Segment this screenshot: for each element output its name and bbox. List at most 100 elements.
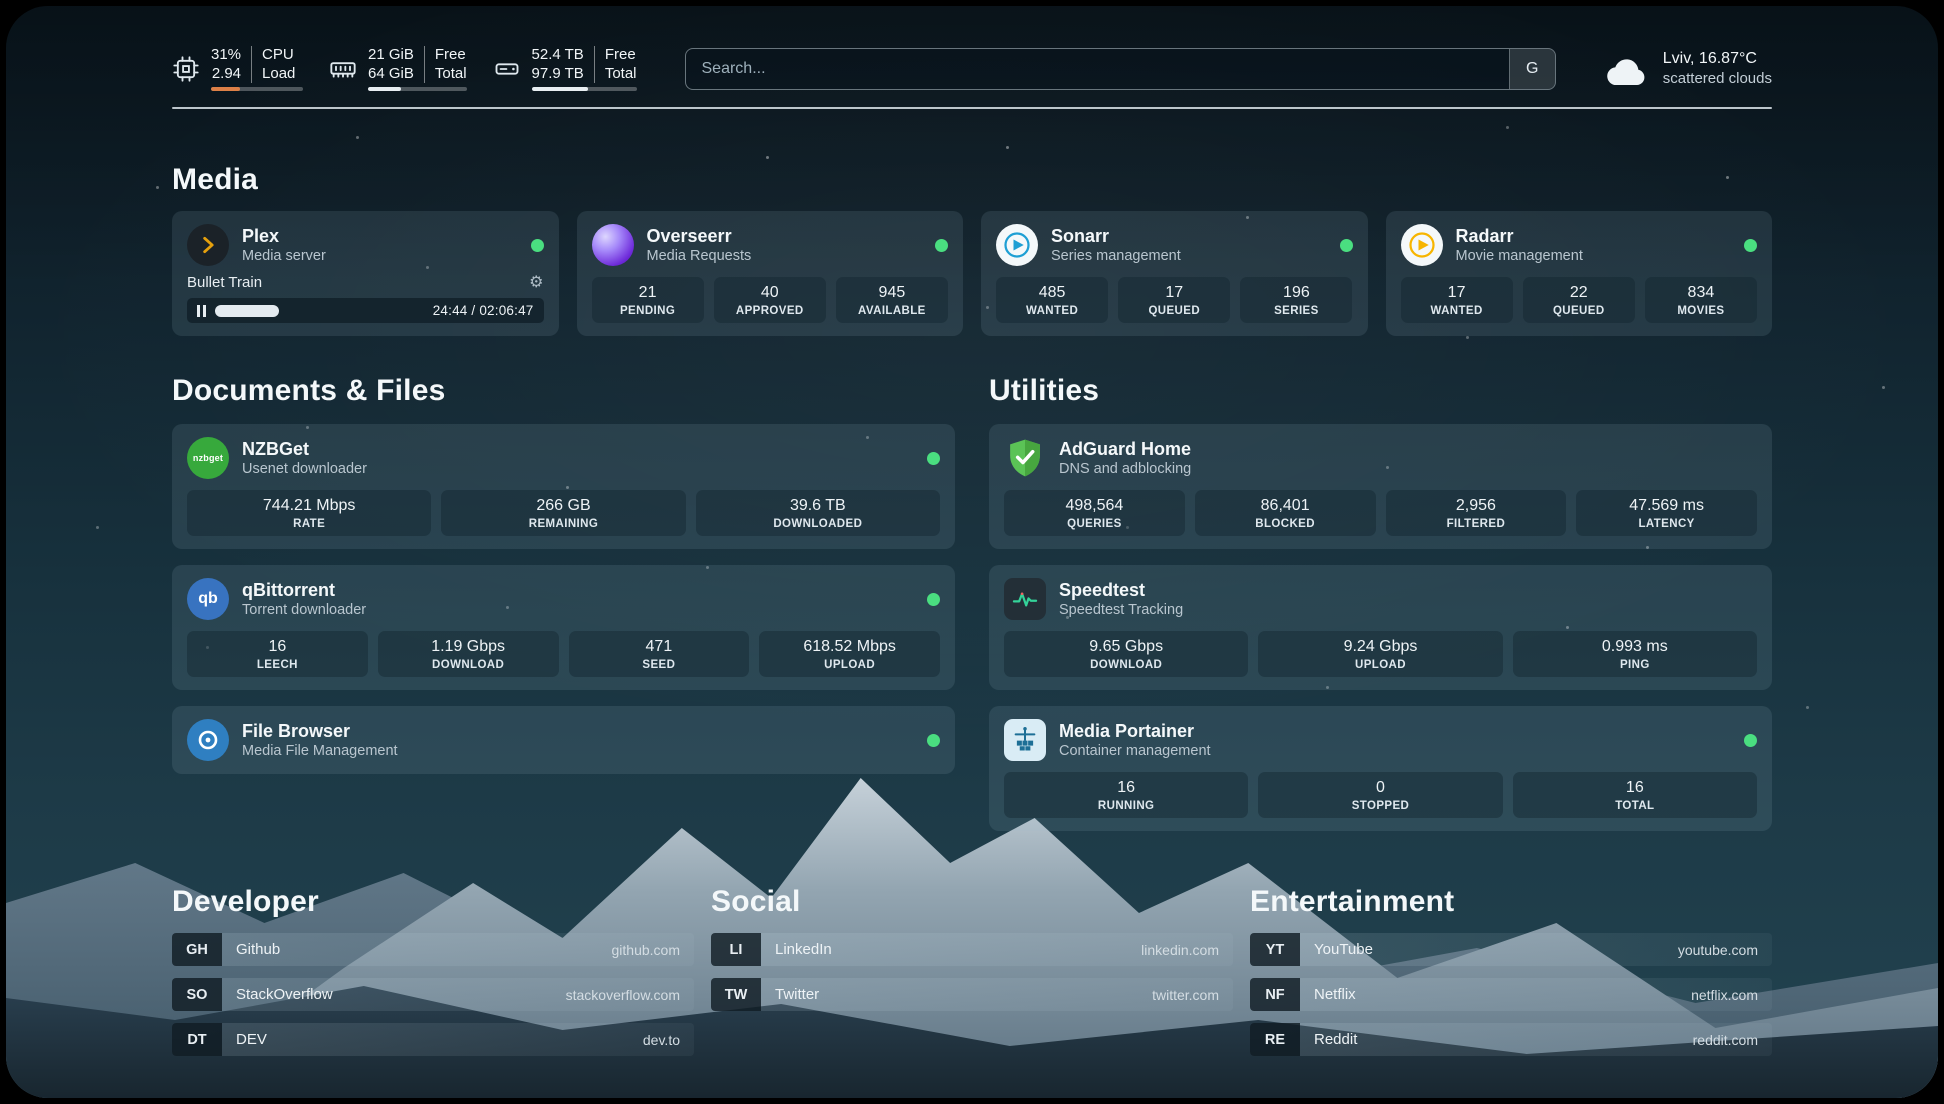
stat-queued: 17 QUEUED [1118,277,1231,323]
status-dot-online [530,238,544,252]
service-desc: Container management [1059,742,1211,759]
service-name: Speedtest [1059,579,1146,600]
stat-filtered: 2,956 FILTERED [1385,490,1567,536]
bookmark-linkedin[interactable]: LI LinkedIn linkedin.com [711,933,1233,966]
bookmark-url: twitter.com [1152,986,1219,1003]
mountain-background [6,668,1938,1098]
stat-approved: 40 APPROVED [713,277,826,323]
bookmark-dev[interactable]: DT DEV dev.to [172,1023,694,1056]
service-card-radarr[interactable]: Radarr Movie management 17 WANTED 22 QUE… [1385,211,1772,336]
bookmark-abbr: YT [1250,933,1300,966]
disk-progress-fill [531,87,589,91]
disk-total-label: Total [604,64,637,82]
service-card-speedtest[interactable]: Speedtest Speedtest Tracking 9.65 Gbps D… [989,565,1772,690]
bookmark-abbr: RE [1250,1023,1300,1056]
service-card-portainer[interactable]: Media Portainer Container management 16 … [989,706,1772,831]
stat-available: 945 AVAILABLE [835,277,948,323]
disk-progress-track [531,87,637,91]
search-bar: G [684,47,1556,90]
stat-download: 9.65 Gbps DOWNLOAD [1004,631,1249,677]
search-input[interactable] [685,48,1509,89]
service-card-sonarr[interactable]: Sonarr Series management 485 WANTED 17 Q… [981,211,1368,336]
media-card-row: Plex Media server Bullet Train ⚙ 24:44 /… [172,211,1772,336]
memory-free-label: Free [434,46,466,63]
plex-icon [187,224,229,266]
status-dot-online [927,592,940,606]
stat-rate: 744.21 Mbps RATE [187,490,432,536]
stat-seed: 471 SEED [568,631,750,677]
adguard-shield-icon [1004,437,1046,479]
status-dot-online [927,733,940,747]
bookmark-abbr: SO [172,978,222,1011]
service-desc: DNS and adblocking [1059,460,1192,477]
weather-condition: scattered clouds [1662,69,1772,87]
disk-free-label: Free [604,46,636,63]
stat-upload: 9.24 Gbps UPLOAD [1258,631,1503,677]
service-desc: Speedtest Tracking [1059,601,1184,618]
bookmark-url: netflix.com [1691,986,1758,1003]
service-name: Overseerr [646,225,732,246]
bookmark-url: github.com [611,941,680,958]
bookmark-group-entertainment: Entertainment YT YouTube youtube.com NF … [1250,885,1772,1056]
service-card-qbittorrent[interactable]: qb qBittorrent Torrent downloader 16 LEE… [172,565,955,690]
cpu-load-value: 2.94 [211,64,242,82]
memory-total-label: Total [434,64,467,82]
status-dot-online [927,451,940,465]
plex-playback-bar[interactable]: 24:44 / 02:06:47 [187,298,544,323]
stat-stopped: 0 STOPPED [1258,772,1503,818]
service-card-adguard[interactable]: AdGuard Home DNS and adblocking 498,564 … [989,424,1772,549]
status-dot-online [935,238,948,252]
bookmark-name: YouTube [1314,941,1373,958]
bookmark-youtube[interactable]: YT YouTube youtube.com [1250,933,1772,966]
stat-movies: 834 MOVIES [1644,277,1757,323]
cpu-percent-value: 31% [211,46,242,63]
service-card-plex[interactable]: Plex Media server Bullet Train ⚙ 24:44 /… [172,211,559,336]
service-desc: Movie management [1455,247,1583,264]
bookmark-github[interactable]: GH Github github.com [172,933,694,966]
sonarr-icon [996,224,1038,266]
stat-leech: 16 LEECH [187,631,368,677]
memory-progress-track [368,87,467,91]
bookmark-name: LinkedIn [775,941,832,958]
bookmark-netflix[interactable]: NF Netflix netflix.com [1250,978,1772,1011]
bookmark-group-developer: Developer GH Github github.com SO StackO… [172,885,694,1056]
weather-location: Lviv, 16.87°C [1662,49,1757,67]
bookmark-stackoverflow[interactable]: SO StackOverflow stackoverflow.com [172,978,694,1011]
top-bar: 31% 2.94 CPU Load [172,6,1772,91]
stat-blocked: 86,401 BLOCKED [1194,490,1376,536]
now-playing-title: Bullet Train [187,274,263,291]
service-name: Radarr [1455,225,1514,246]
cpu-label: CPU [262,46,294,63]
overseerr-icon [591,224,634,266]
pause-icon[interactable] [197,304,206,317]
cpu-load-label: Load [262,64,296,82]
service-card-nzbget[interactable]: nzbget NZBGet Usenet downloader 744.21 M… [172,424,955,549]
documents-column: Documents & Files nzbget NZBGet Usenet d… [172,374,955,774]
stat-queries: 498,564 QUERIES [1004,490,1185,536]
bookmark-url: reddit.com [1692,1031,1758,1048]
memory-widget: 21 GiB 64 GiB Free Total [329,46,467,91]
nzbget-icon: nzbget [187,437,229,479]
gear-icon[interactable]: ⚙ [529,273,544,291]
bookmark-name: StackOverflow [236,986,333,1003]
stat-running: 16 RUNNING [1004,772,1249,818]
section-title-developer: Developer [172,885,319,918]
service-desc: Torrent downloader [242,601,367,618]
filebrowser-icon [187,719,229,761]
search-provider-button[interactable]: G [1508,48,1555,89]
bookmark-name: Reddit [1314,1031,1358,1048]
service-name: Plex [242,225,280,246]
bookmark-group-social: Social LI LinkedIn linkedin.com TW Twitt… [711,885,1233,1056]
service-card-filebrowser[interactable]: File Browser Media File Management [172,706,955,774]
cpu-widget: 31% 2.94 CPU Load [172,46,303,91]
bookmark-reddit[interactable]: RE Reddit reddit.com [1250,1023,1772,1056]
status-dot-online [1339,238,1353,252]
bookmark-twitter[interactable]: TW Twitter twitter.com [711,978,1233,1011]
stat-wanted: 485 WANTED [996,277,1109,323]
service-desc: Series management [1051,247,1181,264]
stat-total: 16 TOTAL [1512,772,1757,818]
status-dot-online [1744,238,1757,252]
bookmark-name: Netflix [1314,986,1356,1003]
service-desc: Media File Management [242,742,398,759]
service-card-overseerr[interactable]: Overseerr Media Requests 21 PENDING 40 A… [576,211,963,336]
